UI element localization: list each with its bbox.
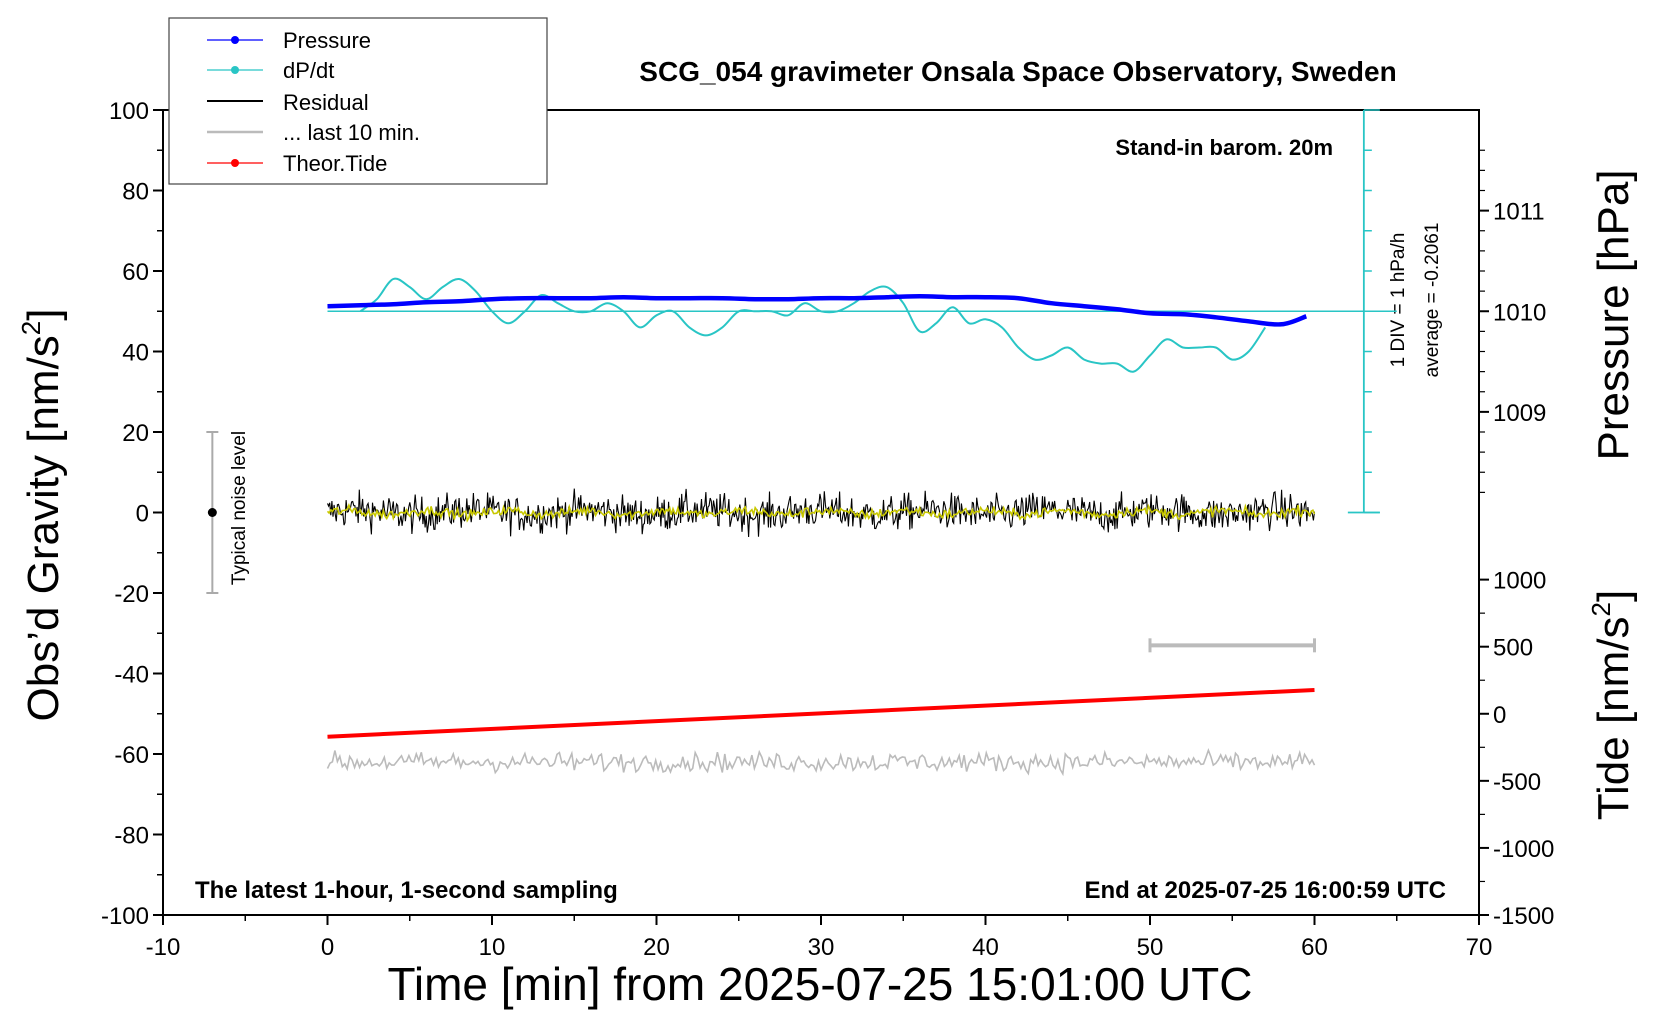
y-tick-label: -80: [114, 823, 149, 850]
y-axis-title-left-sup: 2: [16, 321, 46, 335]
y-tick-label: -40: [114, 662, 149, 689]
div-label: 1 DIV = 1 hPa/h: [1388, 233, 1409, 368]
chart-title: SCG_054 gravimeter Onsala Space Observat…: [639, 56, 1396, 87]
x-tick-label: 40: [972, 934, 999, 961]
legend-label-tide: Theor.Tide: [283, 151, 387, 176]
legend-label-residual: Residual: [283, 90, 369, 115]
tide-tick-label: 0: [1493, 702, 1506, 729]
x-tick-label: 50: [1137, 934, 1164, 961]
y-tick-label: 40: [122, 340, 149, 367]
x-tick-label: 60: [1301, 934, 1328, 961]
y-axis-title-left: Obs’d Gravity [nm/s2]: [16, 308, 68, 721]
legend: Pressure dP/dt Residual ... last 10 min.…: [168, 17, 548, 185]
noise-bar-center: [207, 508, 217, 517]
y-axis-title-tide-close: ]: [1589, 590, 1638, 602]
y-tick-label: 60: [122, 259, 149, 286]
last10-line: [326, 747, 1316, 777]
y-tick-label: -100: [101, 903, 149, 930]
x-tick-label: 20: [643, 934, 670, 961]
legend-keys: [207, 36, 263, 167]
y-tick-label: 80: [122, 179, 149, 206]
noise-label: Typical noise level: [229, 431, 250, 585]
y-axis-title-left-main: Obs’d Gravity [nm/s: [19, 335, 68, 721]
legend-key-pressure-marker: [231, 36, 239, 44]
footer-left-label: The latest 1-hour, 1-second sampling: [195, 877, 618, 904]
dpdt-line: [359, 277, 1267, 373]
x-tick-label: 0: [321, 934, 334, 961]
residual-line: [326, 488, 1316, 538]
tide-tick-label: -1000: [1493, 836, 1554, 863]
pressure-tick-label: 1010: [1493, 299, 1546, 326]
smoothed-residual-line: [326, 503, 1316, 523]
barometer-label: Stand-in barom. 20m: [1115, 135, 1333, 160]
tide-tick-label: -1500: [1493, 903, 1554, 930]
footer-right-label: End at 2025-07-25 16:00:59 UTC: [1085, 877, 1447, 904]
legend-label-pressure: Pressure: [283, 28, 371, 53]
x-tick-label: 10: [479, 934, 506, 961]
series-layer: [206, 109, 1397, 777]
pressure-tick-label: 1009: [1493, 400, 1546, 427]
y-axis-title-tide: Tide [nm/s2]: [1586, 590, 1638, 820]
legend-key-dpdt-marker: [231, 66, 239, 74]
x-tick-label: -10: [146, 934, 181, 961]
pressure-line: [327, 293, 1308, 327]
pressure-tick-label: 1011: [1493, 199, 1545, 226]
x-axis-title: Time [min] from 2025-07-25 15:01:00 UTC: [388, 958, 1253, 1010]
y-tick-label: -20: [114, 581, 149, 608]
x-tick-label: 30: [808, 934, 835, 961]
y-tick-label: 100: [109, 98, 149, 125]
axes-layer: -10 0 10 20 30 40 50 60 70-100-80-60-40-20020406…: [101, 98, 1554, 961]
tide-line: [327, 688, 1315, 739]
tide-tick-label: 500: [1493, 635, 1533, 662]
y-axis-title-tide-sup: 2: [1586, 602, 1616, 616]
x-tick-label: 70: [1466, 934, 1493, 961]
average-label: average = -0.2061: [1422, 223, 1443, 378]
y-tick-label: 0: [136, 501, 149, 528]
tide-tick-label: 1000: [1493, 568, 1546, 595]
tide-tick-label: -500: [1493, 769, 1541, 796]
legend-label-last10: ... last 10 min.: [283, 120, 420, 145]
y-tick-label: -60: [114, 742, 149, 769]
y-axis-title-left-close: ]: [19, 308, 68, 320]
legend-key-tide-marker: [231, 159, 239, 167]
y-tick-label: 20: [122, 420, 149, 447]
legend-label-dpdt: dP/dt: [283, 58, 334, 83]
y-axis-title-tide-main: Tide [nm/s: [1589, 616, 1638, 820]
y-axis-title-pressure: Pressure [hPa]: [1589, 169, 1638, 460]
